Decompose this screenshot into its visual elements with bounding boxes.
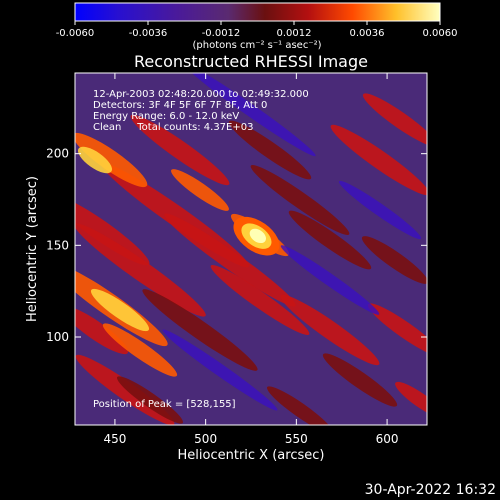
intensity-trough <box>184 73 316 157</box>
intensity-streak <box>228 120 312 180</box>
colorbar-tick-label: -0.0036 <box>129 28 168 39</box>
peak-center <box>249 228 266 244</box>
intensity-streak <box>322 353 398 407</box>
y-tick-label: 100 <box>46 330 69 344</box>
chart-title: Reconstructed RHESSI Image <box>134 52 368 71</box>
annotation-time: 12-Apr-2003 02:48:20.000 to 02:49:32.000 <box>93 89 309 100</box>
annotation-detectors: Detectors: 3F 4F 5F 6F 7F 8F, Att 0 <box>93 100 267 111</box>
intensity-streak <box>210 264 310 336</box>
heatmap <box>75 73 427 425</box>
y-tick-label: 150 <box>46 238 69 252</box>
intensity-trough <box>338 180 422 240</box>
colorbar-ticks: -0.0060 -0.0036 -0.0012 0.0012 0.0036 0.0060 <box>56 21 458 39</box>
x-tick-label: 550 <box>285 432 308 446</box>
y-axis-label: Heliocentric Y (arcsec) <box>25 176 40 322</box>
colorbar-tick-label: -0.0012 <box>202 28 241 39</box>
colorbar-tick-label: 0.0036 <box>350 28 385 39</box>
intensity-streak <box>266 386 334 425</box>
intensity-streak <box>395 381 427 419</box>
intensity-streak <box>362 93 427 147</box>
intensity-trough <box>162 329 278 411</box>
intensity-streak <box>367 303 427 357</box>
intensity-streak <box>75 132 148 188</box>
x-axis-label: Heliocentric X (arcsec) <box>178 448 325 463</box>
annotation-energy: Energy Range: 6.0 - 12.0 keV <box>93 111 239 122</box>
colorbar-tick-label: 0.0060 <box>423 28 458 39</box>
intensity-streak <box>90 288 150 332</box>
intensity-streak <box>361 236 427 284</box>
intensity-streak <box>142 289 258 371</box>
heatmap-intensity <box>75 73 427 425</box>
plot-frame <box>74 72 428 426</box>
intensity-streak <box>280 294 380 366</box>
footer-date: 30-Apr-2022 16:32 <box>365 482 496 498</box>
x-tick-label: 600 <box>376 432 399 446</box>
colorbar-tick-label: -0.0060 <box>56 28 95 39</box>
annotation-peak: Position of Peak = [528,155] <box>93 399 236 410</box>
intensity-streak <box>171 169 229 211</box>
x-tick-label: 450 <box>103 432 126 446</box>
intensity-streak <box>250 164 350 236</box>
colorbar-label: (photons cm⁻² s⁻¹ asec⁻²) <box>192 40 321 51</box>
intensity-streak <box>130 114 230 186</box>
intensity-trough <box>280 245 380 315</box>
intensity-streak <box>102 323 178 377</box>
colorbar <box>74 2 441 22</box>
annotation-clean: Clean Total counts: 4.37E+03 <box>93 122 253 133</box>
x-tick-label: 500 <box>194 432 217 446</box>
y-axis: 100 150 200 <box>46 147 427 344</box>
intensity-streak <box>77 146 113 174</box>
intensity-streak <box>116 376 184 424</box>
intensity-streak <box>75 305 129 355</box>
intensity-streak <box>288 210 372 270</box>
colorbar-tick-label: 0.0012 <box>277 28 312 39</box>
intensity-streak <box>164 213 296 307</box>
y-tick-label: 200 <box>46 147 69 161</box>
intensity-streak <box>75 223 206 317</box>
x-axis: 450 500 550 600 <box>103 73 399 446</box>
intensity-streak <box>330 124 427 196</box>
